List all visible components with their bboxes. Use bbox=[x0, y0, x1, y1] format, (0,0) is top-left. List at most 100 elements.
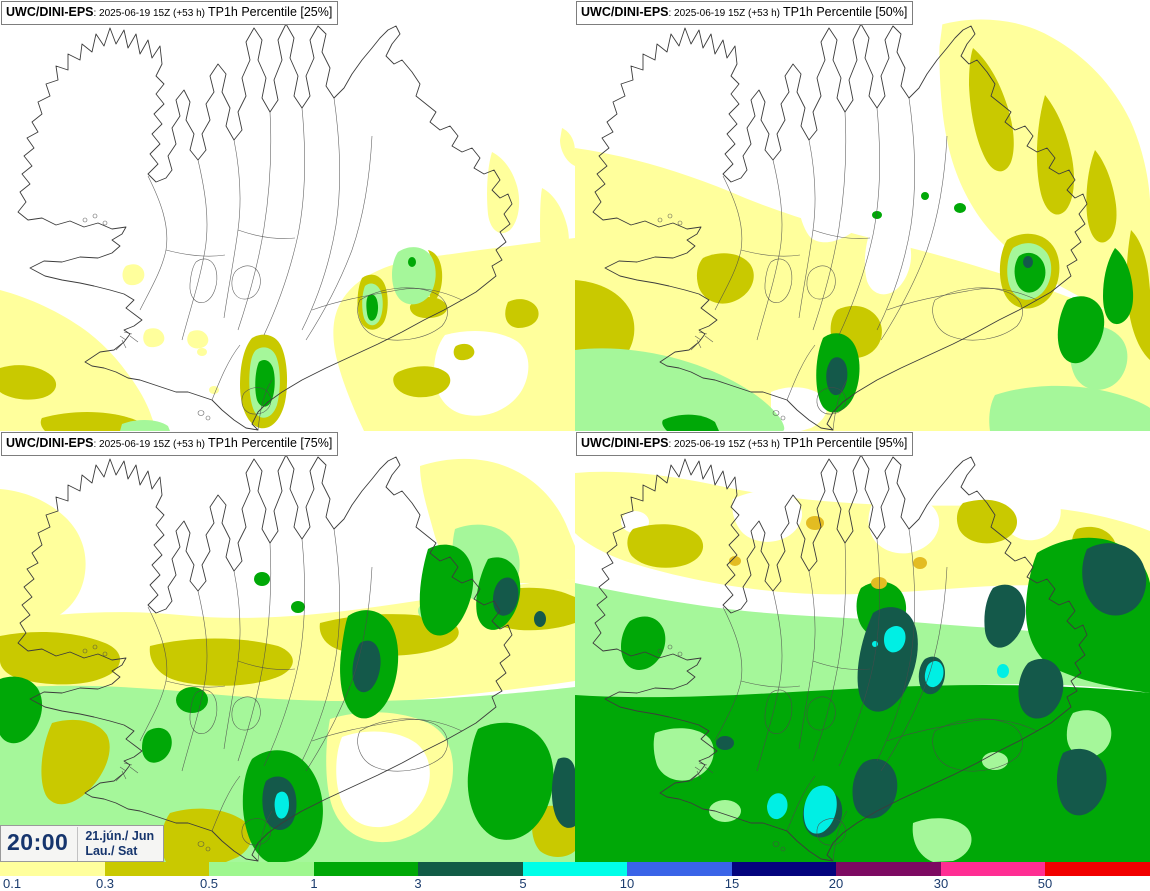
precip-region bbox=[560, 128, 575, 166]
interior-line bbox=[764, 689, 793, 734]
interior-line bbox=[102, 220, 108, 226]
map-svg-50 bbox=[575, 0, 1150, 431]
panel-percentile-50: UWC/DINI-EPS: 2025-06-19 15Z (+53 h) TP1h… bbox=[575, 0, 1150, 431]
colorbar-tick-50: 50 bbox=[1037, 876, 1053, 891]
precip-region bbox=[806, 516, 824, 530]
colorbar-tick-5: 5 bbox=[519, 876, 527, 891]
interior-line bbox=[211, 344, 273, 431]
interior-line bbox=[780, 415, 786, 421]
interior-line bbox=[764, 258, 793, 303]
model-label: UWC/DINI-EPS bbox=[581, 436, 669, 450]
precip-region bbox=[551, 757, 575, 828]
precip-region bbox=[0, 631, 121, 685]
colorbar-tick-20: 20 bbox=[828, 876, 844, 891]
precip-region bbox=[969, 48, 1014, 172]
run-label: : 2025-06-19 15Z (+53 h) bbox=[93, 439, 205, 450]
product-label: TP1h Percentile [95%] bbox=[782, 436, 908, 450]
colorbar-segment-10 bbox=[627, 862, 732, 876]
interior-line bbox=[92, 213, 98, 219]
colorbar-segment-15 bbox=[731, 862, 837, 876]
precip-region bbox=[989, 385, 1150, 431]
colorbar-segment-1 bbox=[313, 862, 419, 876]
valid-date-en: Lau./ Sat bbox=[85, 843, 138, 858]
precip-region bbox=[803, 785, 837, 834]
precip-region bbox=[0, 489, 86, 626]
product-label: TP1h Percentile [25%] bbox=[207, 5, 333, 19]
precip-region bbox=[392, 247, 436, 305]
interior-line bbox=[740, 229, 871, 257]
precip-region bbox=[771, 387, 828, 431]
interior-line bbox=[102, 651, 108, 657]
precip-region bbox=[575, 348, 785, 431]
colorbar-segment-3 bbox=[418, 862, 523, 876]
interior-line bbox=[667, 213, 673, 219]
product-label: TP1h Percentile [50%] bbox=[782, 5, 908, 19]
interior-line bbox=[657, 648, 663, 654]
precip-region bbox=[872, 211, 882, 219]
interior-line bbox=[740, 660, 871, 688]
interior-line bbox=[237, 542, 272, 762]
colorbar-tick-0.3: 0.3 bbox=[95, 876, 115, 891]
interior-line bbox=[189, 689, 218, 734]
interior-line bbox=[876, 97, 915, 331]
precip-region bbox=[366, 294, 379, 321]
precip-region bbox=[209, 386, 219, 394]
colorbar-segment-0.5 bbox=[209, 862, 314, 876]
run-label: : 2025-06-19 15Z (+53 h) bbox=[668, 439, 780, 450]
interior-line bbox=[181, 590, 208, 772]
precip-region bbox=[864, 228, 912, 295]
interior-line bbox=[657, 217, 663, 223]
precip-region bbox=[408, 257, 416, 267]
precip-region bbox=[982, 752, 1008, 770]
interior-line bbox=[357, 718, 448, 772]
interior-line bbox=[165, 660, 296, 688]
interior-line bbox=[806, 696, 836, 731]
precip-region bbox=[352, 640, 381, 693]
interior-line bbox=[886, 719, 1038, 742]
colorbar-segment-0.3 bbox=[104, 862, 210, 876]
precip-region bbox=[1018, 658, 1064, 719]
interior-line bbox=[812, 111, 847, 331]
precip-region bbox=[913, 557, 927, 569]
precip-region bbox=[393, 366, 451, 398]
interior-line bbox=[932, 718, 1023, 772]
interior-line bbox=[82, 648, 88, 654]
valid-time: 20:00 bbox=[7, 829, 69, 855]
interior-line bbox=[189, 258, 218, 303]
coastline bbox=[17, 23, 513, 431]
interior-line bbox=[838, 107, 880, 336]
colorbar-segment-5 bbox=[522, 862, 628, 876]
interior-line bbox=[305, 135, 373, 341]
interior-line bbox=[756, 159, 783, 341]
colorbar-labels: 0.1 0.3 0.5 1 3 5 10 15 20 30 50 bbox=[0, 876, 1150, 891]
precip-region bbox=[1103, 248, 1134, 325]
panel-percentile-95: UWC/DINI-EPS: 2025-06-19 15Z (+53 h) TP1h… bbox=[575, 431, 1150, 862]
precip-region bbox=[197, 348, 207, 356]
precip-region bbox=[627, 524, 704, 568]
model-label: UWC/DINI-EPS bbox=[6, 436, 94, 450]
interior-line bbox=[806, 265, 836, 300]
interior-line bbox=[786, 344, 848, 431]
precip-colorbar: 0.1 0.3 0.5 1 3 5 10 15 20 30 50 bbox=[0, 862, 1150, 891]
interior-line bbox=[880, 135, 948, 341]
valid-time-box: 20:00 21.jún./ Jun Lau./ Sat bbox=[0, 825, 165, 862]
interior-line bbox=[263, 538, 305, 767]
map-grid: UWC/DINI-EPS: 2025-06-19 15Z (+53 h) TP1h… bbox=[0, 0, 1150, 862]
coastline bbox=[592, 23, 1088, 431]
interior-line bbox=[92, 644, 98, 650]
interior-line bbox=[812, 542, 847, 762]
model-label: UWC/DINI-EPS bbox=[6, 5, 94, 19]
valid-date-local: 21.jún./ Jun bbox=[85, 828, 155, 843]
interior-line bbox=[197, 841, 205, 847]
model-label: UWC/DINI-EPS bbox=[581, 5, 669, 19]
precip-region bbox=[274, 791, 289, 819]
interior-line bbox=[357, 287, 448, 341]
precip-region bbox=[1056, 748, 1107, 816]
colorbar-segments bbox=[0, 862, 1150, 876]
precip-region bbox=[1086, 150, 1117, 243]
interior-line bbox=[165, 229, 296, 257]
precip-region bbox=[540, 188, 569, 265]
precip-region bbox=[696, 253, 754, 304]
valid-date: 21.jún./ Jun Lau./ Sat bbox=[77, 826, 163, 861]
